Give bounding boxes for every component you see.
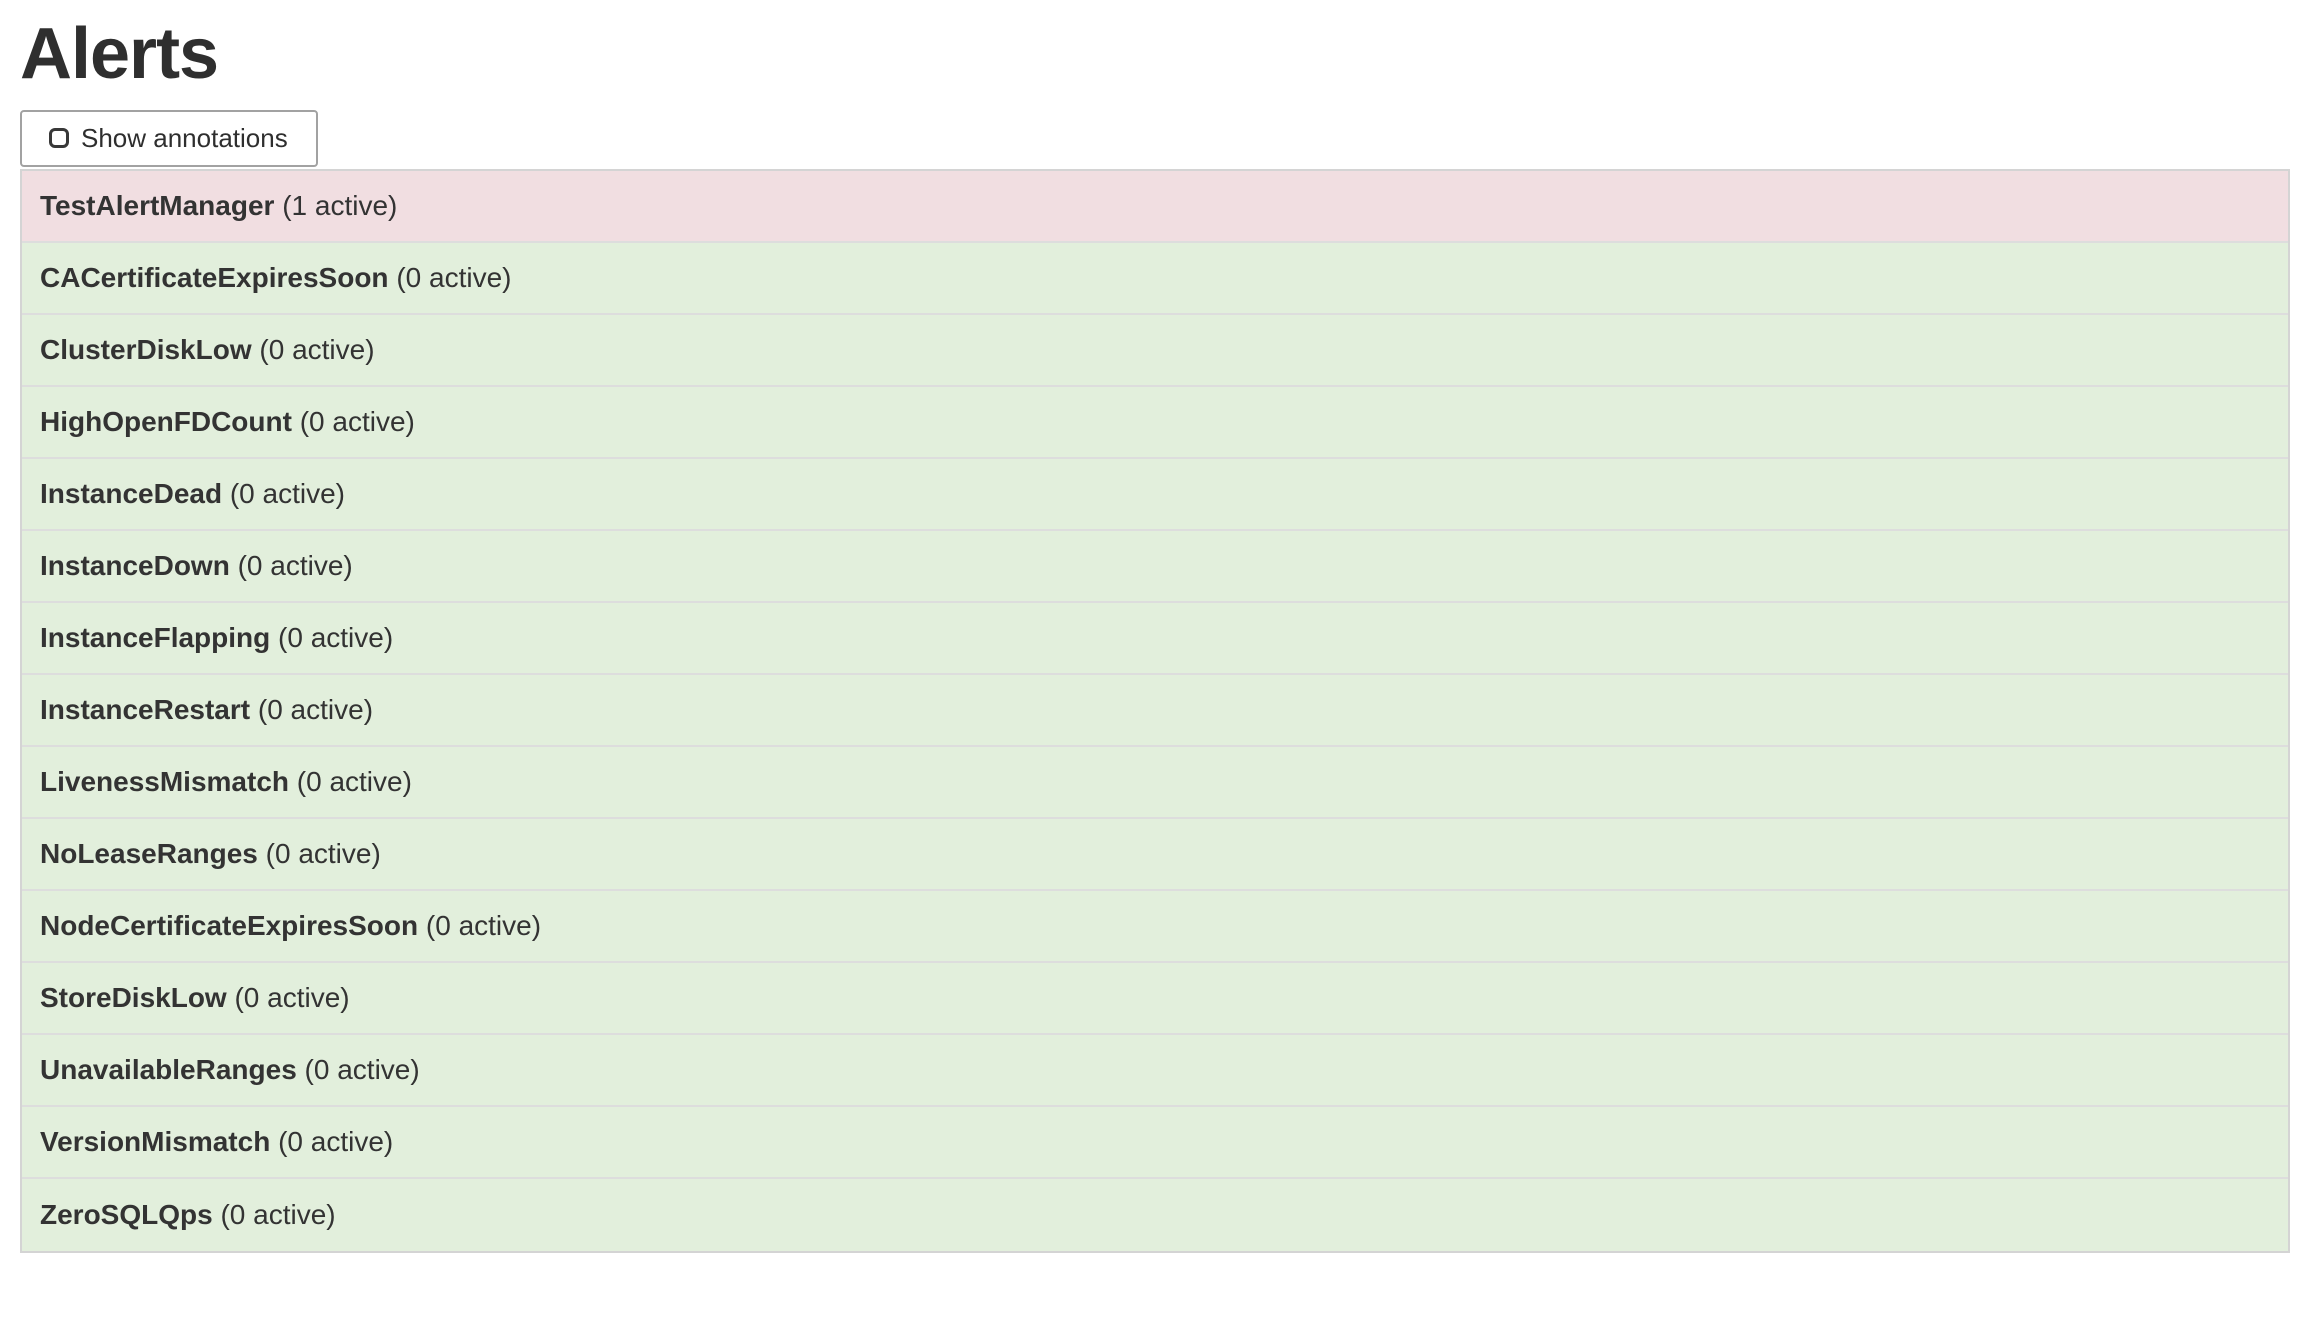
alert-active-count: (0 active) [212, 1198, 336, 1230]
alert-row-LivenessMismatch[interactable]: LivenessMismatch (0 active) [22, 746, 2288, 819]
alert-row-InstanceDown[interactable]: InstanceDown (0 active) [22, 530, 2288, 603]
alert-row-InstanceRestart[interactable]: InstanceRestart (0 active) [22, 674, 2288, 747]
alert-active-count: (0 active) [270, 1125, 394, 1157]
show-annotations-button[interactable]: Show annotations [20, 109, 318, 167]
page-title: Alerts [20, 14, 219, 94]
alert-active-count: (0 active) [291, 405, 415, 437]
alert-name: ClusterDiskLow [40, 333, 252, 365]
alert-row-ClusterDiskLow[interactable]: ClusterDiskLow (0 active) [22, 314, 2288, 387]
show-annotations-checkbox[interactable] [49, 128, 69, 149]
alert-active-count: (0 active) [229, 549, 353, 581]
alert-row-TestAlertManager[interactable]: TestAlertManager (1 active) [22, 170, 2288, 243]
alert-name: InstanceDown [40, 549, 230, 581]
alerts-list: TestAlertManager (1 active) CACertificate… [20, 168, 2290, 1253]
alert-row-VersionMismatch[interactable]: VersionMismatch (0 active) [22, 1106, 2288, 1179]
alert-row-CACertificateExpiresSoon[interactable]: CACertificateExpiresSoon (0 active) [22, 242, 2288, 315]
alert-name: ZeroSQLQps [40, 1198, 213, 1230]
alert-row-HighOpenFDCount[interactable]: HighOpenFDCount (0 active) [22, 386, 2288, 459]
alert-name: InstanceDead [40, 477, 223, 509]
alert-active-count: (0 active) [257, 837, 381, 869]
alert-active-count: (1 active) [274, 189, 398, 221]
alert-name: TestAlertManager [40, 189, 275, 221]
alert-name: StoreDiskLow [40, 981, 227, 1013]
alert-row-StoreDiskLow[interactable]: StoreDiskLow (0 active) [22, 962, 2288, 1035]
alert-name: InstanceRestart [40, 693, 251, 725]
alert-row-NodeCertificateExpiresSoon[interactable]: NodeCertificateExpiresSoon (0 active) [22, 890, 2288, 963]
alert-active-count: (0 active) [388, 261, 512, 293]
alert-row-InstanceFlapping[interactable]: InstanceFlapping (0 active) [22, 602, 2288, 675]
alert-active-count: (0 active) [251, 333, 375, 365]
alert-row-InstanceDead[interactable]: InstanceDead (0 active) [22, 458, 2288, 531]
alert-active-count: (0 active) [296, 1053, 420, 1085]
alert-name: NoLeaseRanges [40, 837, 258, 869]
alert-name: VersionMismatch [40, 1125, 271, 1157]
alert-active-count: (0 active) [226, 981, 350, 1013]
alert-active-count: (0 active) [270, 621, 394, 653]
alert-name: UnavailableRanges [40, 1053, 297, 1085]
alert-name: HighOpenFDCount [40, 405, 292, 437]
alert-name: InstanceFlapping [40, 621, 271, 653]
alert-name: LivenessMismatch [40, 765, 289, 797]
alert-row-UnavailableRanges[interactable]: UnavailableRanges (0 active) [22, 1034, 2288, 1107]
alert-active-count: (0 active) [418, 909, 542, 941]
alerts-page: Alerts Show annotations TestAlertManager… [20, 14, 2290, 1253]
alert-active-count: (0 active) [289, 765, 412, 797]
alert-active-count: (0 active) [250, 693, 374, 725]
alert-row-NoLeaseRanges[interactable]: NoLeaseRanges (0 active) [22, 818, 2288, 891]
alert-name: NodeCertificateExpiresSoon [40, 909, 419, 941]
alert-row-ZeroSQLQps[interactable]: ZeroSQLQps (0 active) [22, 1178, 2288, 1251]
alert-active-count: (0 active) [222, 477, 346, 509]
alert-name: CACertificateExpiresSoon [40, 261, 389, 293]
show-annotations-label: Show annotations [81, 122, 288, 153]
